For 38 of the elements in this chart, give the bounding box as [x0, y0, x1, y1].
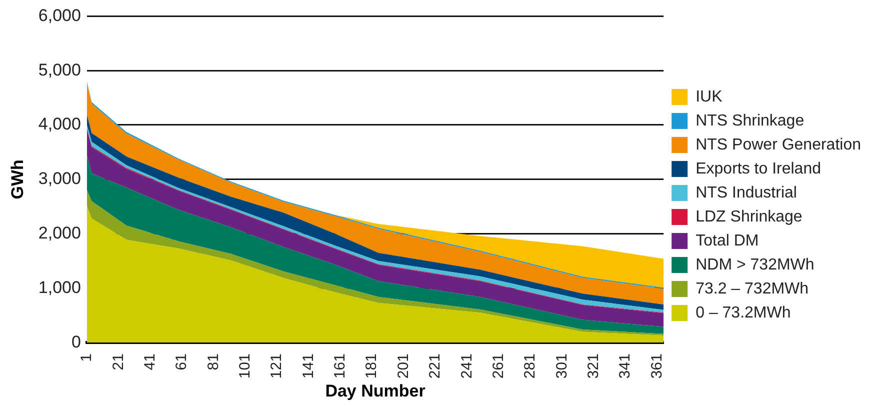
legend-label: IUK	[696, 88, 723, 106]
x-tick-label: 21	[110, 354, 127, 370]
x-tick-label: 301	[553, 354, 570, 379]
x-tick-label: 141	[300, 354, 317, 379]
x-tick-label: 221	[426, 354, 444, 379]
x-tick-label: 81	[204, 354, 222, 370]
x-tick-label: 241	[458, 354, 476, 379]
x-tick-label: 161	[332, 354, 349, 379]
x-axis-title: Day Number	[325, 381, 426, 400]
x-tick-label: 41	[141, 354, 158, 370]
legend-label: NTS Power Generation	[696, 136, 861, 154]
legend-label: NDM > 732MWh	[696, 256, 814, 274]
legend-label: Total DM	[696, 232, 759, 250]
y-tick-label: 2,000	[38, 223, 81, 242]
x-tick-label: 321	[585, 354, 602, 379]
x-tick-label: 101	[236, 354, 254, 379]
y-tick-label: 6,000	[38, 6, 81, 25]
x-tick-label: 341	[616, 354, 634, 379]
x-tick-label: 281	[522, 354, 539, 379]
y-tick-label: 3,000	[38, 169, 81, 188]
x-tick-label: 361	[648, 354, 666, 379]
x-tick-label: 261	[490, 354, 507, 379]
y-tick-label: 5,000	[38, 60, 81, 80]
y-tick-label: 1,000	[38, 278, 81, 297]
legend-label: NTS Shrinkage	[696, 112, 804, 130]
x-tick-label: 201	[394, 354, 412, 379]
legend-label: 73.2 – 732MWh	[696, 280, 809, 298]
x-tick-label: 181	[363, 354, 380, 379]
x-tick-label: 121	[268, 354, 286, 379]
x-tick-label: 61	[173, 354, 190, 370]
x-tick-label: 1	[78, 354, 96, 362]
legend-label: Exports to Ireland	[696, 160, 821, 178]
y-tick-label: 0	[71, 332, 81, 352]
legend-label: LDZ Shrinkage	[696, 208, 802, 226]
y-axis-title: GWh	[8, 160, 27, 200]
y-tick-label: 4,000	[38, 114, 81, 134]
legend-label: NTS Industrial	[696, 184, 797, 202]
legend-label: 0 – 73.2MWh	[696, 304, 791, 322]
